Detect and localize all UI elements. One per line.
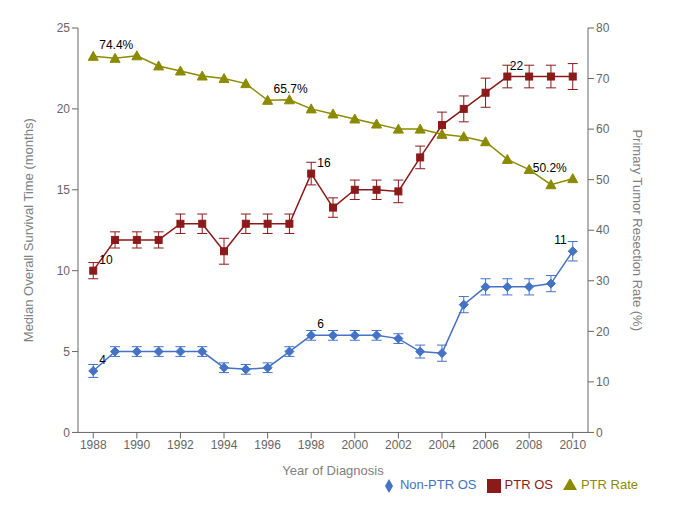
svg-text:2010: 2010 <box>559 438 586 452</box>
svg-text:65.7%: 65.7% <box>274 82 308 96</box>
svg-text:1990: 1990 <box>123 438 150 452</box>
svg-text:70: 70 <box>596 72 610 86</box>
html-text:Non-PTR OS: Non-PTR OS <box>399 477 477 493</box>
svg-text:50: 50 <box>596 173 610 187</box>
svg-text:0: 0 <box>63 426 70 440</box>
svg-text:1988: 1988 <box>80 438 107 452</box>
svg-text:6: 6 <box>317 317 324 331</box>
svg-text:20: 20 <box>596 325 610 339</box>
svg-text:74.4%: 74.4% <box>99 38 133 52</box>
svg-text:4: 4 <box>99 353 106 367</box>
svg-text:16: 16 <box>317 156 331 170</box>
svg-text:2006: 2006 <box>472 438 499 452</box>
svg-text:10: 10 <box>99 253 113 267</box>
svg-text:25: 25 <box>57 21 71 35</box>
svg-text:0: 0 <box>596 426 603 440</box>
html-text:PTR Rate: PTR Rate <box>580 477 638 493</box>
svg-text:5: 5 <box>63 345 70 359</box>
svg-text:2008: 2008 <box>516 438 543 452</box>
svg-text:11: 11 <box>554 233 567 247</box>
html-text:PTR OS: PTR OS <box>504 477 553 493</box>
svg-text:2002: 2002 <box>385 438 412 452</box>
svg-text:22: 22 <box>510 59 524 73</box>
svg-text:15: 15 <box>57 183 71 197</box>
svg-text:2004: 2004 <box>429 438 456 452</box>
svg-text:Primary Tumor Resection Rate (: Primary Tumor Resection Rate (%) <box>630 129 645 331</box>
svg-text:40: 40 <box>596 223 610 237</box>
svg-text:30: 30 <box>596 274 610 288</box>
svg-text:Median Overall Survival Time (: Median Overall Survival Time (months) <box>21 118 36 342</box>
svg-text:1994: 1994 <box>211 438 238 452</box>
svg-text:10: 10 <box>596 375 610 389</box>
svg-text:20: 20 <box>57 102 71 116</box>
svg-text:60: 60 <box>596 122 610 136</box>
svg-text:1996: 1996 <box>254 438 281 452</box>
svg-text:2000: 2000 <box>341 438 368 452</box>
svg-text:1992: 1992 <box>167 438 194 452</box>
svg-text:Year of Diagnosis: Year of Diagnosis <box>282 463 384 478</box>
svg-text:1998: 1998 <box>298 438 325 452</box>
svg-text:10: 10 <box>57 264 71 278</box>
svg-text:50.2%: 50.2% <box>533 161 567 175</box>
svg-text:80: 80 <box>596 21 610 35</box>
